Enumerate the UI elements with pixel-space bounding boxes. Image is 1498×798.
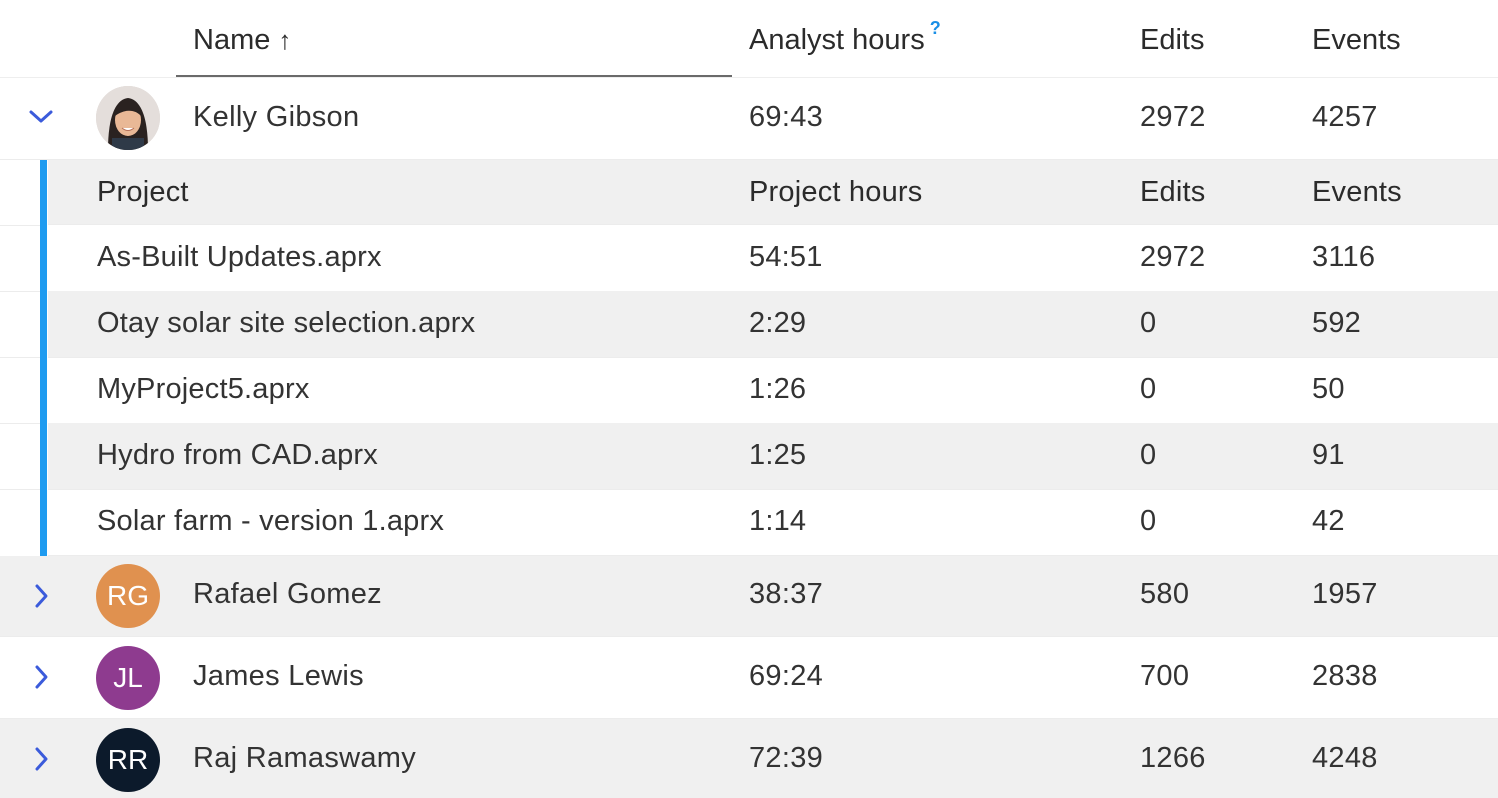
project-hours: 54:51: [749, 241, 823, 273]
user-events: 4257: [1312, 101, 1378, 133]
project-edits: 0: [1140, 373, 1157, 405]
sort-indicator-underline: [176, 75, 732, 77]
row-divider: [0, 357, 40, 358]
row-divider: [0, 423, 40, 424]
column-header-project[interactable]: Project: [97, 176, 189, 208]
table-row[interactable]: As-Built Updates.aprx 54:51 2972 3116: [48, 225, 1498, 292]
project-name: Solar farm - version 1.aprx: [97, 505, 445, 537]
user-name: Raj Ramaswamy: [193, 742, 417, 774]
project-hours: 1:14: [749, 505, 807, 537]
avatar: RR: [96, 728, 160, 792]
help-icon[interactable]: ?: [929, 18, 941, 38]
avatar-initials: RR: [107, 744, 149, 775]
project-hours: 2:29: [749, 307, 807, 339]
project-name: MyProject5.aprx: [97, 373, 310, 405]
project-name: Hydro from CAD.aprx: [97, 439, 378, 471]
user-edits: 580: [1140, 578, 1190, 610]
table-header: Name ↑ Analyst hours? Edits Events: [0, 0, 1498, 78]
row-divider: [0, 291, 40, 292]
project-events: 50: [1312, 373, 1345, 405]
column-header-name-label: Name: [193, 24, 271, 56]
column-header-project-hours[interactable]: Project hours: [749, 176, 923, 208]
project-name: As-Built Updates.aprx: [97, 241, 382, 273]
table-row[interactable]: MyProject5.aprx 1:26 0 50: [48, 357, 1498, 424]
avatar-initials: RG: [107, 580, 149, 611]
user-edits: 2972: [1140, 101, 1206, 133]
user-events: 1957: [1312, 578, 1378, 610]
column-header-name[interactable]: Name ↑: [193, 24, 291, 57]
user-analyst-hours: 38:37: [749, 578, 824, 610]
project-edits: 2972: [1140, 241, 1206, 273]
avatar: [96, 86, 160, 150]
user-name: Kelly Gibson: [193, 101, 360, 133]
user-edits: 1266: [1140, 742, 1206, 774]
project-subtable-header: Project Project hours Edits Events: [48, 160, 1498, 225]
column-header-project-edits[interactable]: Edits: [1140, 176, 1206, 208]
table-row-kelly-gibson[interactable]: Kelly Gibson 69:43 2972 4257: [0, 78, 1498, 160]
table-row[interactable]: Otay solar site selection.aprx 2:29 0 59…: [48, 291, 1498, 358]
avatar-photo-icon: [96, 86, 160, 150]
column-header-events[interactable]: Events: [1312, 24, 1401, 56]
row-divider: [0, 225, 40, 226]
project-edits: 0: [1140, 439, 1157, 471]
avatar: JL: [96, 646, 160, 710]
chevron-down-icon[interactable]: [26, 102, 56, 132]
project-hours: 1:25: [749, 439, 807, 471]
chevron-right-icon[interactable]: [26, 581, 56, 611]
chevron-right-icon[interactable]: [26, 744, 56, 774]
user-name: James Lewis: [193, 660, 364, 692]
avatar: RG: [96, 564, 160, 628]
project-edits: 0: [1140, 307, 1157, 339]
column-header-edits[interactable]: Edits: [1140, 24, 1205, 56]
column-header-analyst-hours-label: Analyst hours: [749, 24, 925, 56]
row-divider: [0, 489, 40, 490]
sort-ascending-icon: ↑: [278, 25, 292, 55]
project-hours: 1:26: [749, 373, 807, 405]
table-row-raj-ramaswamy[interactable]: RR Raj Ramaswamy 72:39 1266 4248: [0, 719, 1498, 798]
chevron-right-icon[interactable]: [26, 662, 56, 692]
project-name: Otay solar site selection.aprx: [97, 307, 476, 339]
column-header-project-events[interactable]: Events: [1312, 176, 1402, 208]
project-events: 91: [1312, 439, 1345, 471]
expanded-accent-bar: [40, 160, 47, 556]
table-row[interactable]: Hydro from CAD.aprx 1:25 0 91: [48, 423, 1498, 490]
user-analyst-hours: 72:39: [749, 742, 824, 774]
project-events: 3116: [1312, 241, 1376, 273]
table-row[interactable]: Solar farm - version 1.aprx 1:14 0 42: [48, 489, 1498, 556]
table-row-james-lewis[interactable]: JL James Lewis 69:24 700 2838: [0, 637, 1498, 719]
avatar-initials: JL: [113, 662, 143, 693]
project-events: 592: [1312, 307, 1361, 339]
user-analyst-hours: 69:24: [749, 660, 824, 692]
user-events: 4248: [1312, 742, 1378, 774]
table-row-rafael-gomez[interactable]: RG Rafael Gomez 38:37 580 1957: [0, 556, 1498, 637]
user-edits: 700: [1140, 660, 1190, 692]
user-events: 2838: [1312, 660, 1378, 692]
user-name: Rafael Gomez: [193, 578, 382, 610]
column-header-analyst-hours[interactable]: Analyst hours?: [749, 18, 941, 57]
project-events: 42: [1312, 505, 1345, 537]
user-analyst-hours: 69:43: [749, 101, 824, 133]
project-subtable: Project Project hours Edits Events As-Bu…: [0, 160, 1498, 556]
project-edits: 0: [1140, 505, 1157, 537]
